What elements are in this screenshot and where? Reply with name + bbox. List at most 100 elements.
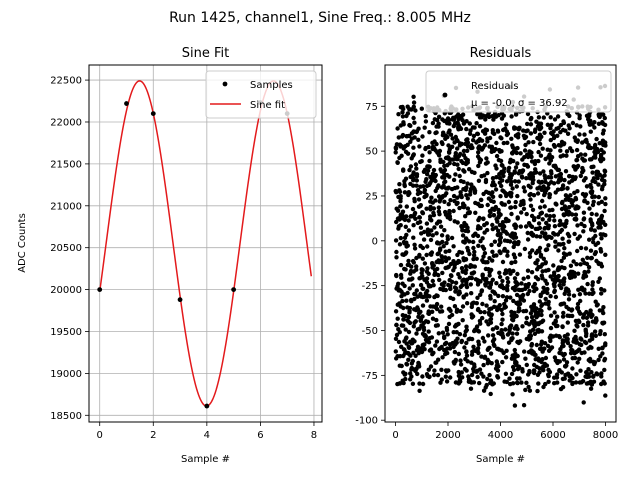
residual-point bbox=[495, 305, 500, 310]
residual-point bbox=[408, 181, 413, 187]
residual-point bbox=[413, 216, 418, 221]
residual-point bbox=[440, 141, 445, 147]
residual-point bbox=[583, 374, 588, 379]
sine-fit-x-ticks: 0 2 4 6 8 bbox=[97, 422, 317, 441]
residual-point bbox=[541, 368, 546, 373]
residual-point bbox=[529, 159, 535, 164]
residual-point bbox=[563, 372, 568, 378]
residual-point bbox=[469, 291, 474, 296]
residual-point bbox=[447, 174, 452, 179]
residual-point bbox=[534, 342, 539, 348]
residual-point bbox=[558, 148, 563, 153]
residual-point bbox=[485, 357, 490, 362]
residual-point bbox=[500, 278, 505, 284]
residual-point bbox=[440, 194, 446, 199]
residual-point bbox=[562, 222, 567, 227]
figure-title: Run 1425, channel1, Sine Freq.: 8.005 MH… bbox=[169, 10, 471, 26]
residual-point bbox=[586, 265, 592, 270]
residual-point bbox=[539, 210, 544, 216]
residual-point bbox=[433, 188, 438, 194]
residual-point bbox=[421, 169, 427, 174]
residual-point bbox=[464, 327, 469, 333]
residual-point bbox=[561, 310, 566, 316]
residual-point bbox=[570, 380, 575, 385]
residual-point bbox=[394, 322, 399, 328]
residual-point bbox=[501, 140, 506, 146]
residual-point bbox=[507, 239, 513, 244]
residual-point bbox=[444, 191, 449, 196]
residual-point bbox=[522, 246, 528, 252]
residual-point bbox=[393, 309, 399, 314]
residual-point bbox=[568, 269, 574, 274]
residual-point bbox=[458, 190, 463, 195]
residual-point bbox=[507, 268, 512, 273]
residual-point bbox=[603, 393, 608, 398]
residual-point bbox=[459, 194, 464, 200]
residual-point bbox=[418, 318, 423, 323]
residual-point bbox=[521, 185, 526, 190]
residual-point bbox=[570, 212, 575, 217]
residual-y-tick-label-0: -100 bbox=[355, 416, 378, 427]
residual-point bbox=[600, 351, 605, 356]
residual-point bbox=[447, 342, 453, 347]
residual-point bbox=[408, 297, 414, 303]
residual-point bbox=[525, 111, 531, 117]
residual-point bbox=[401, 167, 406, 172]
residual-point bbox=[515, 271, 520, 277]
residual-point bbox=[562, 276, 567, 281]
residual-point bbox=[402, 347, 407, 352]
residual-point bbox=[479, 203, 484, 209]
residual-point bbox=[592, 228, 597, 233]
residual-point bbox=[573, 380, 579, 385]
residual-point bbox=[455, 162, 460, 167]
residual-point bbox=[490, 226, 495, 232]
residual-point bbox=[494, 175, 499, 180]
residual-point bbox=[487, 307, 492, 312]
residual-point bbox=[411, 104, 416, 110]
residual-point bbox=[430, 120, 436, 126]
residual-point bbox=[471, 233, 476, 238]
residual-point bbox=[411, 324, 416, 329]
residual-point bbox=[588, 145, 594, 151]
residual-point bbox=[472, 264, 477, 269]
residual-point bbox=[526, 384, 531, 390]
residual-point bbox=[469, 360, 474, 365]
residual-point bbox=[415, 294, 420, 299]
legend-fit-label: Sine fit bbox=[250, 100, 285, 111]
residual-point bbox=[429, 228, 434, 233]
residual-point bbox=[487, 285, 492, 290]
residual-point bbox=[527, 254, 533, 259]
residual-point bbox=[557, 359, 562, 364]
residual-point bbox=[410, 283, 415, 288]
residual-point bbox=[581, 217, 586, 222]
residual-point bbox=[407, 107, 412, 112]
residual-point bbox=[430, 278, 435, 284]
residual-point bbox=[484, 221, 489, 226]
residual-point bbox=[435, 323, 440, 328]
residual-point bbox=[492, 131, 497, 136]
residual-point bbox=[478, 309, 483, 315]
residual-point bbox=[555, 314, 560, 319]
residual-point bbox=[408, 377, 413, 382]
residual-point bbox=[490, 333, 496, 338]
residual-point bbox=[419, 349, 425, 355]
residual-point bbox=[509, 309, 514, 315]
residual-point bbox=[447, 211, 452, 216]
residual-point bbox=[475, 295, 480, 300]
residual-point bbox=[399, 153, 404, 158]
residual-point bbox=[510, 331, 515, 336]
residual-point bbox=[540, 357, 545, 362]
residual-point bbox=[419, 270, 424, 276]
residual-point bbox=[477, 278, 482, 284]
residual-point bbox=[593, 179, 598, 185]
residual-point bbox=[508, 205, 513, 210]
residual-point bbox=[540, 179, 545, 185]
residual-point bbox=[419, 231, 424, 236]
residual-point bbox=[465, 196, 470, 201]
residual-point bbox=[467, 131, 473, 136]
residual-point bbox=[408, 214, 414, 219]
residual-point bbox=[406, 319, 411, 324]
residual-point bbox=[526, 183, 531, 188]
residual-point bbox=[406, 344, 411, 349]
residual-point bbox=[528, 131, 534, 136]
